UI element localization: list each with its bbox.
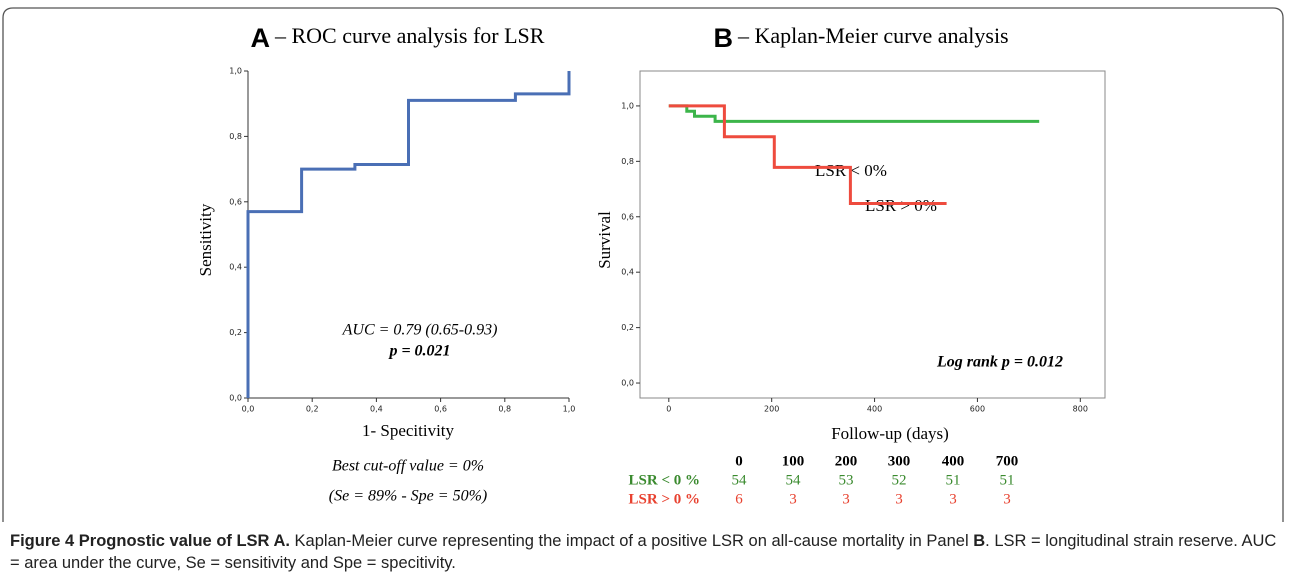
y-tick-label: 0,8 <box>621 157 634 166</box>
figure: A – ROC curve analysis for LSR B – Kapla… <box>2 7 1284 522</box>
risk-row-label: LSR > 0 % <box>629 491 700 507</box>
x-tick-label: 200 <box>764 405 779 414</box>
risk-count: 3 <box>949 491 957 507</box>
risk-count: 3 <box>789 491 797 507</box>
x-tick-label: 0,4 <box>370 405 383 414</box>
risk-time: 0 <box>735 453 743 469</box>
chart-title: – ROC curve analysis for LSR <box>274 23 545 48</box>
risk-count: 54 <box>786 472 802 488</box>
y-tick-label: 0,4 <box>229 263 242 272</box>
annotation: Best cut-off value = 0% <box>332 458 484 475</box>
risk-count: 3 <box>895 491 903 507</box>
x-axis-label: 1- Specitivity <box>362 421 455 440</box>
curve <box>246 71 571 398</box>
risk-count: 51 <box>1000 472 1015 488</box>
annotation: Log rank p = 0.012 <box>936 354 1063 371</box>
risk-count: 53 <box>839 472 854 488</box>
risk-time: 400 <box>942 453 965 469</box>
x-tick-label: 600 <box>970 405 985 414</box>
y-tick-label: 0,4 <box>621 268 634 277</box>
caption-panel: B <box>973 532 986 550</box>
caption-title: Prognostic value of LSR A. <box>78 532 290 550</box>
y-tick-label: 0,8 <box>229 132 242 141</box>
risk-row-label: LSR < 0 % <box>629 472 700 488</box>
caption: Figure 4 Prognostic value of LSR A. Kapl… <box>10 530 1285 574</box>
risk-time: 200 <box>835 453 858 469</box>
risk-time: 100 <box>782 453 805 469</box>
y-axis-label: Sensitivity <box>196 203 215 276</box>
y-axis-label: Survival <box>595 211 614 269</box>
y-tick-label: 0,0 <box>229 394 242 403</box>
plot-frame <box>639 70 1106 399</box>
risk-count: 3 <box>1003 491 1011 507</box>
y-tick-label: 1,0 <box>621 101 634 110</box>
x-tick-label: 0,8 <box>498 405 511 414</box>
y-tick-label: 1,0 <box>229 67 242 76</box>
caption-label: Figure 4 <box>10 532 75 550</box>
y-tick-label: 0,2 <box>621 323 634 332</box>
caption-text: Kaplan-Meier curve representing the impa… <box>294 532 969 550</box>
x-tick-label: 0,6 <box>434 405 447 414</box>
x-tick-label: 0,2 <box>306 405 319 414</box>
annotation: p = 0.021 <box>387 343 450 360</box>
frame <box>2 7 1284 522</box>
annotation: (Se = 89% - Spe = 50%) <box>329 488 487 505</box>
x-axis-label: Follow-up (days) <box>831 424 949 443</box>
panel-label: A <box>251 23 271 53</box>
risk-time: 700 <box>996 453 1019 469</box>
risk-count: 54 <box>732 472 748 488</box>
x-tick-label: 0 <box>666 405 671 414</box>
curve <box>668 104 947 205</box>
y-tick-label: 0,6 <box>229 197 242 206</box>
x-tick-label: 1,0 <box>563 405 576 414</box>
risk-count: 3 <box>842 491 850 507</box>
y-tick-label: 0,2 <box>229 328 242 337</box>
x-tick-label: 0,0 <box>242 405 255 414</box>
y-tick-label: 0,6 <box>621 212 634 221</box>
panel-label: B <box>714 23 734 53</box>
chart-title: – Kaplan-Meier curve analysis <box>737 23 1009 48</box>
caption-text: . LSR = longitudinal strain reserve. AUC… <box>10 532 1277 572</box>
x-tick-label: 400 <box>867 405 882 414</box>
x-tick-label: 800 <box>1073 405 1088 414</box>
y-tick-label: 0,0 <box>621 379 634 388</box>
risk-count: 6 <box>735 491 743 507</box>
series-label: LSR > 0% <box>865 196 937 215</box>
annotation: AUC = 0.79 (0.65-0.93) <box>342 322 498 339</box>
risk-count: 51 <box>946 472 961 488</box>
risk-count: 52 <box>892 472 907 488</box>
risk-time: 300 <box>888 453 911 469</box>
